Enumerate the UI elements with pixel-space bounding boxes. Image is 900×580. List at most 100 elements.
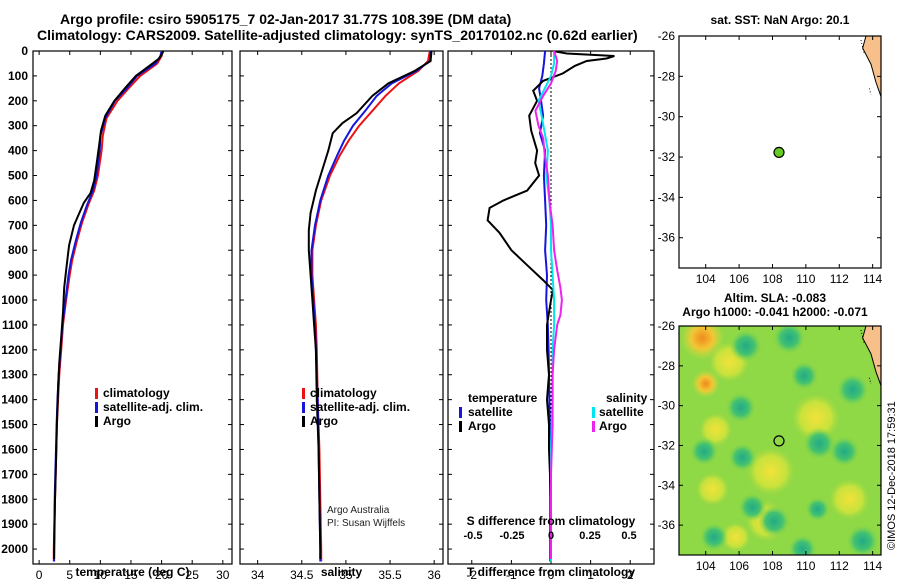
y-tick-label: 600: [8, 193, 28, 207]
x-tick-label: 34.5: [290, 568, 314, 580]
heatmap-cell: [773, 326, 806, 354]
heatmap-cell: [827, 477, 872, 522]
legend-swatch: [95, 388, 98, 399]
credit-line-1: Argo Australia: [327, 505, 390, 516]
x-tick-label: 0: [36, 568, 43, 580]
series-line-climatology: [52, 51, 164, 562]
series-group-0: [52, 51, 165, 562]
y-tick-label: 100: [8, 69, 28, 83]
map-y-tick-label: -26: [658, 319, 676, 333]
series-line-temperature-argo: [486, 51, 615, 559]
figure-title-line-2: Climatology: CARS2009. Satellite-adjuste…: [37, 27, 638, 43]
series-line-argo: [307, 51, 433, 559]
x-tick-label: 25: [186, 568, 200, 580]
x-tick-label: 2: [627, 568, 634, 580]
map-title-sst: sat. SST: NaN Argo: 20.1: [711, 13, 850, 27]
map-y-tick-label: -26: [658, 29, 676, 43]
legend-swatch: [302, 388, 305, 399]
x-tick-label: -1: [506, 568, 517, 580]
x-tick-label: 0: [548, 568, 555, 580]
y-tick-label: 0: [21, 44, 28, 58]
map-x-tick-label: 106: [729, 272, 749, 286]
figure-title-line-1: Argo profile: csiro 5905175_7 02-Jan-201…: [60, 11, 512, 27]
series-line-satellite-adj-clim-: [53, 51, 163, 562]
y-tick-label: 900: [8, 268, 28, 282]
legend-swatch: [302, 416, 305, 427]
map-x-tick-label: 108: [762, 559, 782, 573]
map-x-tick-label: 114: [863, 559, 882, 573]
heatmap-cell: [690, 437, 719, 466]
x-axis-label: temperature (deg C): [75, 565, 189, 579]
map-y-tick-label: -30: [658, 399, 676, 413]
heatmap-cell: [744, 445, 797, 498]
map-frame-0: [678, 35, 882, 269]
legend-label: satellite: [468, 405, 513, 419]
y-tick-label: 1300: [1, 368, 28, 382]
y-tick-label: 400: [8, 144, 28, 158]
y-tick-label: 1100: [2, 318, 28, 332]
x-tick-label: 20: [155, 568, 169, 580]
map-title-sla-2: Argo h1000: -0.041 h2000: -0.071: [682, 305, 868, 319]
x-tick-label: 30: [216, 568, 230, 580]
series-line-satellite-adj-clim-: [310, 51, 432, 562]
map-x-tick-label: 114: [863, 272, 882, 286]
map-y-tick-label: -30: [658, 110, 676, 124]
heatmap-cell: [805, 497, 830, 522]
x-tick-label-2: -0.25: [499, 530, 524, 542]
imos-timestamp: ©IMOS 12-Dec-2018 17:59:31: [886, 401, 898, 550]
coast-islands: [860, 329, 872, 384]
heatmap-cell: [691, 369, 720, 398]
x-tick-label: 35: [339, 568, 353, 580]
map-x-tick-label: 112: [830, 559, 849, 573]
y-tick-label: 1200: [1, 343, 28, 357]
legend-swatch: [95, 402, 98, 413]
panel-frame-0: [32, 50, 233, 565]
y-tick-label: 1500: [1, 418, 28, 432]
series-line-salinity-argo: [534, 51, 563, 559]
legend-label: satellite-adj. clim.: [310, 400, 410, 414]
legend-label: Argo: [468, 419, 496, 433]
legend-label: climatology: [103, 386, 170, 400]
heatmap-cell: [790, 361, 819, 390]
heatmap-cell: [788, 535, 817, 555]
map-y-tick-label: -32: [658, 150, 676, 164]
map-y-tick-label: -28: [658, 69, 676, 83]
y-tick-label: 200: [8, 94, 28, 108]
y-tick-label: 700: [8, 218, 28, 232]
legend-swatch: [592, 407, 595, 418]
y-tick-label: 1600: [1, 442, 28, 456]
map-y-tick-label: -28: [658, 359, 676, 373]
credit-line-2: PI: Susan Wijffels: [327, 518, 406, 529]
y-tick-label: 1700: [1, 467, 28, 481]
legend-swatch: [459, 421, 462, 432]
land-mass: [862, 35, 882, 97]
map-x-tick-label: 108: [762, 272, 782, 286]
x-tick-label-2: 0.25: [579, 530, 600, 542]
x-tick-label: 34: [251, 568, 265, 580]
x-axis-label: T difference from climatology: [467, 565, 635, 579]
map-y-tick-label: -36: [658, 231, 676, 245]
x-tick-label: 35.5: [378, 568, 402, 580]
heatmap-cell: [719, 521, 752, 554]
x-tick-label-2: -0.5: [463, 530, 482, 542]
y-tick-label: 300: [8, 119, 28, 133]
argo-float-marker: [773, 146, 785, 159]
map-y-tick-label: -34: [658, 190, 676, 204]
map-y-tick-label: -34: [658, 478, 676, 492]
heatmap-cell: [728, 443, 757, 472]
y-tick-label: 1800: [1, 492, 28, 506]
map-y-tick-label: -32: [658, 438, 676, 452]
legend-label: climatology: [310, 386, 377, 400]
legend-swatch: [592, 421, 595, 432]
x-tick-label: 36: [427, 568, 441, 580]
map-x-tick-label: 104: [696, 559, 716, 573]
heatmap-blobs: [680, 326, 879, 555]
map-y-tick-label: -36: [658, 518, 676, 532]
x-tick-label: 1: [587, 568, 594, 580]
y-tick-label: 1900: [1, 517, 28, 531]
map-x-tick-label: 110: [796, 272, 815, 286]
heatmap-cell: [700, 523, 729, 552]
legend-label: Argo: [310, 414, 338, 428]
heatmap-cell: [729, 329, 762, 362]
